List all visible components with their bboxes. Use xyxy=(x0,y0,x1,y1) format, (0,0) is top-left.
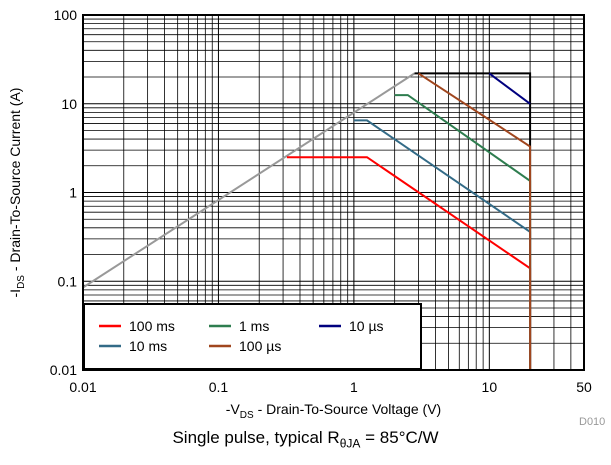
series-line-2 xyxy=(488,72,531,105)
x-tick-label-0: 0.01 xyxy=(69,379,96,395)
legend-box xyxy=(83,303,422,370)
y-tick-label-1: 0.1 xyxy=(58,273,78,289)
figure-id: D010 xyxy=(579,416,605,428)
caption-suffix: = 85°C/W xyxy=(360,428,439,447)
caption-prefix: Single pulse, typical R xyxy=(172,428,340,447)
y-axis-title: -IDS - Drain-To-Source Current (A) xyxy=(7,88,27,298)
x-axis-title: -VDS - Drain-To-Source Voltage (V) xyxy=(226,401,441,421)
legend-label-4: 100 µs xyxy=(239,338,281,354)
caption-sub: θJA xyxy=(339,436,361,451)
y-tick-label-2: 1 xyxy=(69,185,77,201)
x-tick-labels: 0.01 0.1 1 10 50 xyxy=(69,379,592,395)
y-tick-label-4: 100 xyxy=(54,7,78,23)
x-tick-label-1: 0.1 xyxy=(209,379,229,395)
legend-label-0: 100 ms xyxy=(129,318,175,334)
caption: Single pulse, typical RθJA = 85°C/W xyxy=(0,428,611,450)
series-lines xyxy=(286,72,532,370)
legend-label-1: 1 ms xyxy=(239,318,269,334)
x-tick-label-3: 10 xyxy=(482,379,498,395)
legend-label-3: 10 ms xyxy=(129,338,167,354)
y-tick-label-3: 10 xyxy=(61,96,77,112)
x-tick-label-2: 1 xyxy=(350,379,358,395)
series-line-4 xyxy=(417,72,532,370)
y-tick-labels: 0.01 0.1 1 10 100 xyxy=(50,7,77,378)
x-tick-label-4: 50 xyxy=(576,379,592,395)
y-tick-label-0: 0.01 xyxy=(50,362,77,378)
limit-line-0 xyxy=(82,72,416,289)
legend: 100 ms 1 ms 10 µs 10 ms 100 µs xyxy=(83,303,422,370)
legend-label-2: 10 µs xyxy=(349,318,384,334)
